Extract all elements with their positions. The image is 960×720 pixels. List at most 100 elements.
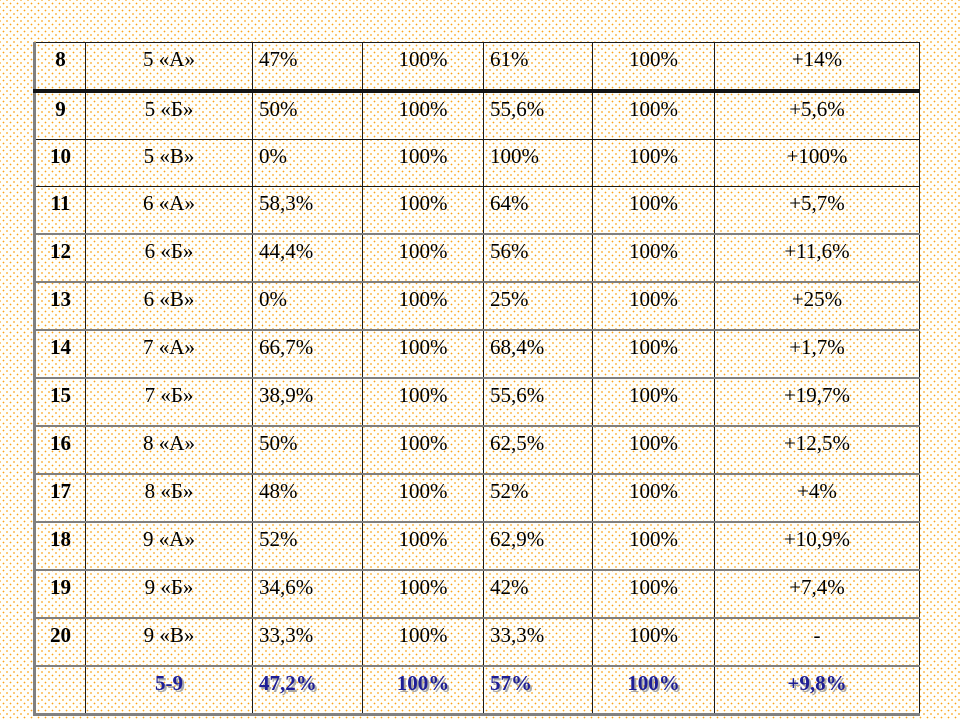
change-cell: +19,7%	[714, 378, 920, 427]
value-cell: 100%	[592, 282, 715, 331]
class-name-cell: 5 «Б»	[85, 91, 253, 140]
change-cell: +4%	[714, 474, 920, 523]
value-cell: 100%	[592, 570, 715, 619]
table-row: 12 6 «Б» 44,4% 100% 56% 100% +11,6%	[34, 234, 920, 283]
class-name-cell: 7 «А»	[85, 330, 253, 379]
class-name-cell: 7 «Б»	[85, 378, 253, 427]
class-name-cell: 5 «А»	[85, 42, 253, 93]
value-cell: 68,4%	[483, 330, 593, 379]
value-cell: 52%	[483, 474, 593, 523]
class-name-cell: 5 «В»	[85, 139, 253, 187]
row-number-cell: 9	[34, 91, 86, 140]
value-cell: 25%	[483, 282, 593, 331]
table-row: 19 9 «Б» 34,6% 100% 42% 100% +7,4%	[34, 570, 920, 619]
table-row: 16 8 «А» 50% 100% 62,5% 100% +12,5%	[34, 426, 920, 475]
value-cell: 100%	[592, 426, 715, 475]
value-cell: 100%	[362, 378, 484, 427]
value-cell: 55,6%	[483, 378, 593, 427]
class-name-cell: 6 «Б»	[85, 234, 253, 283]
change-cell: -	[714, 618, 920, 667]
value-cell: 100%	[362, 42, 484, 93]
value-cell: 0%	[252, 282, 363, 331]
value-cell: 100%	[362, 330, 484, 379]
row-number-cell: 13	[34, 282, 86, 331]
total-cell: 5-9	[85, 666, 253, 716]
row-number-cell: 16	[34, 426, 86, 475]
row-number-cell: 11	[34, 186, 86, 235]
change-cell: +1,7%	[714, 330, 920, 379]
table-row: 11 6 «А» 58,3% 100% 64% 100% +5,7%	[34, 186, 920, 235]
value-cell: 100%	[592, 234, 715, 283]
value-cell: 100%	[592, 618, 715, 667]
value-cell: 55,6%	[483, 91, 593, 140]
value-cell: 58,3%	[252, 186, 363, 235]
change-cell: +10,9%	[714, 522, 920, 571]
value-cell: 33,3%	[483, 618, 593, 667]
change-cell: +11,6%	[714, 234, 920, 283]
total-cell: 47,2%	[252, 666, 363, 716]
value-cell: 100%	[362, 426, 484, 475]
row-number-cell: 20	[34, 618, 86, 667]
value-cell: 44,4%	[252, 234, 363, 283]
value-cell: 42%	[483, 570, 593, 619]
change-cell: +100%	[714, 139, 920, 187]
value-cell: 100%	[362, 522, 484, 571]
value-cell: 52%	[252, 522, 363, 571]
value-cell: 100%	[362, 139, 484, 187]
value-cell: 50%	[252, 426, 363, 475]
table-row: 14 7 «А» 66,7% 100% 68,4% 100% +1,7%	[34, 330, 920, 379]
value-cell: 56%	[483, 234, 593, 283]
value-cell: 100%	[362, 618, 484, 667]
change-cell: +14%	[714, 42, 920, 93]
row-number-cell: 12	[34, 234, 86, 283]
value-cell: 100%	[362, 234, 484, 283]
value-cell: 33,3%	[252, 618, 363, 667]
value-cell: 100%	[362, 282, 484, 331]
value-cell: 100%	[362, 570, 484, 619]
value-cell: 61%	[483, 42, 593, 93]
value-cell: 62,9%	[483, 522, 593, 571]
class-name-cell: 8 «Б»	[85, 474, 253, 523]
value-cell: 62,5%	[483, 426, 593, 475]
change-cell: +5,7%	[714, 186, 920, 235]
table-row: 18 9 «А» 52% 100% 62,9% 100% +10,9%	[34, 522, 920, 571]
class-name-cell: 9 «А»	[85, 522, 253, 571]
value-cell: 50%	[252, 91, 363, 140]
total-cell: 57%	[483, 666, 593, 716]
value-cell: 100%	[362, 186, 484, 235]
value-cell: 100%	[592, 139, 715, 187]
row-number-cell: 8	[34, 42, 86, 93]
total-row: 5-9 47,2% 100% 57% 100% +9,8%	[34, 666, 920, 716]
value-cell: 100%	[592, 474, 715, 523]
class-name-cell: 9 «В»	[85, 618, 253, 667]
value-cell: 100%	[483, 139, 593, 187]
table-row: 20 9 «В» 33,3% 100% 33,3% 100% -	[34, 618, 920, 667]
table-row: 15 7 «Б» 38,9% 100% 55,6% 100% +19,7%	[34, 378, 920, 427]
value-cell: 100%	[362, 474, 484, 523]
row-number-cell: 10	[34, 139, 86, 187]
class-name-cell: 9 «Б»	[85, 570, 253, 619]
row-number-cell: 14	[34, 330, 86, 379]
value-cell: 100%	[592, 330, 715, 379]
row-number-cell: 15	[34, 378, 86, 427]
value-cell: 0%	[252, 139, 363, 187]
table-row: 10 5 «В» 0% 100% 100% 100% +100%	[34, 139, 920, 187]
value-cell: 100%	[592, 42, 715, 93]
value-cell: 100%	[592, 91, 715, 140]
value-cell: 100%	[592, 186, 715, 235]
value-cell: 66,7%	[252, 330, 363, 379]
total-cell: 100%	[592, 666, 715, 716]
total-cell: 100%	[362, 666, 484, 716]
value-cell: 64%	[483, 186, 593, 235]
row-number-cell: 17	[34, 474, 86, 523]
row-number-cell: 19	[34, 570, 86, 619]
change-cell: +12,5%	[714, 426, 920, 475]
value-cell: 100%	[592, 378, 715, 427]
value-cell: 100%	[362, 91, 484, 140]
value-cell: 38,9%	[252, 378, 363, 427]
